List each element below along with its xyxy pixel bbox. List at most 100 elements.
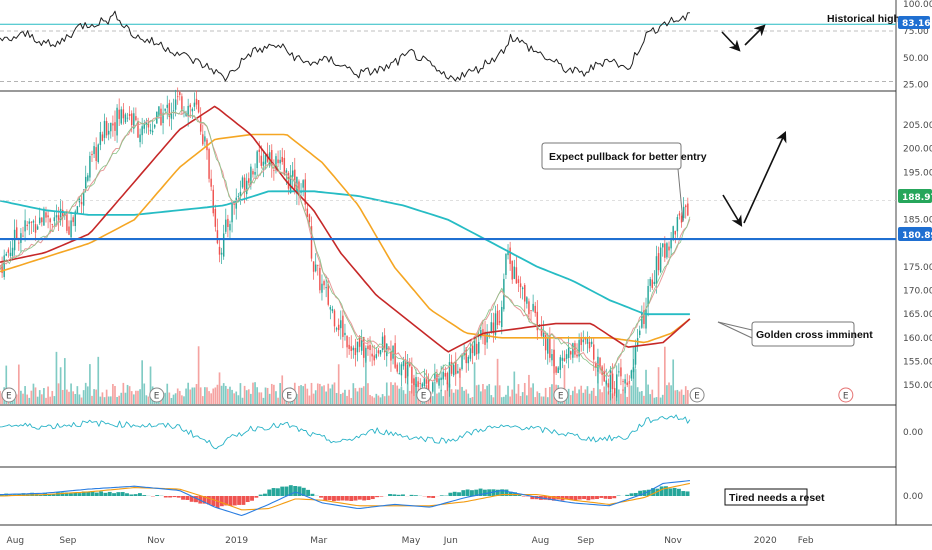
candle-body <box>613 388 616 394</box>
candle-body <box>651 279 654 288</box>
candle-body <box>634 346 637 365</box>
volume-bar <box>528 374 530 404</box>
volume-bar <box>488 384 491 404</box>
golden-cross-pointer-a <box>717 321 753 331</box>
volume-bar <box>471 396 474 404</box>
macd-histogram-bar <box>573 496 578 501</box>
candle-body <box>547 338 549 354</box>
volume-bar <box>319 383 321 404</box>
volume-bar <box>306 388 309 404</box>
price-axis-tick: 200.00 <box>903 145 932 155</box>
candle-body <box>344 332 346 336</box>
candle-body <box>549 335 551 358</box>
volume-bar <box>383 396 386 404</box>
tired-callout-box <box>724 488 808 506</box>
volume-bar <box>507 385 509 404</box>
candle-body <box>38 217 41 224</box>
volume-bar <box>112 384 114 404</box>
candle-body <box>241 177 244 188</box>
volume-bar <box>415 383 417 404</box>
volume-bar <box>220 385 223 404</box>
candle-body <box>457 370 459 374</box>
volume-bar <box>126 384 129 404</box>
macd-histogram-bar <box>569 496 574 500</box>
candle-body <box>229 224 231 231</box>
macd-histogram-bar <box>439 495 444 496</box>
volume-bar <box>68 391 70 404</box>
volume-bar <box>553 349 555 404</box>
earnings-marker <box>149 387 165 403</box>
volume-bar <box>273 384 275 404</box>
candle-body <box>245 180 248 195</box>
macd-histogram-bar <box>125 493 129 496</box>
volume-bar <box>649 394 652 404</box>
volume-bar <box>367 383 369 404</box>
volume-bar <box>101 392 104 404</box>
indicator-lines <box>0 10 691 517</box>
volume-bar <box>335 392 338 404</box>
rsi-axis-tick: 75.00 <box>903 27 929 37</box>
candle-body <box>187 105 189 117</box>
volume-bar <box>214 387 217 404</box>
candle-body <box>484 331 486 345</box>
candle-body <box>181 96 183 112</box>
volume-bar <box>674 390 677 404</box>
ma-orange-line <box>0 133 691 344</box>
candle-body <box>668 246 670 251</box>
earnings-marker <box>838 387 854 403</box>
candle-body <box>643 310 645 325</box>
volume-bar <box>222 383 225 404</box>
candle-body <box>273 170 275 172</box>
macd-histogram-bar <box>612 496 617 499</box>
volume-bar <box>191 387 194 404</box>
candle-body <box>89 155 91 178</box>
candle-body <box>413 378 415 386</box>
candle-body <box>452 364 455 376</box>
rsi-axis-tick: 50.00 <box>903 54 929 64</box>
price-axis-tick: 165.00 <box>903 310 932 320</box>
volume-bar <box>540 396 543 404</box>
volume-bar <box>229 386 231 404</box>
candle-body <box>26 224 28 227</box>
volume-bar <box>390 382 392 404</box>
candle-body <box>120 109 122 124</box>
candle-body <box>672 226 674 239</box>
candle-body <box>319 267 321 291</box>
candle-body <box>411 366 413 384</box>
candle-body <box>653 281 656 284</box>
price-labels: 83.16 188.97 180.89 <box>898 16 932 241</box>
macd-histogram-bar <box>211 496 216 507</box>
volume-bar <box>379 397 382 404</box>
candle-body <box>377 350 380 354</box>
price-axis-tick: 195.00 <box>903 168 932 178</box>
volume-bar <box>124 392 127 404</box>
candle-body <box>490 322 493 333</box>
volume-bar <box>659 397 662 404</box>
earnings-marker-label: E <box>421 392 427 402</box>
volume-bar <box>34 387 37 404</box>
volume-bar <box>237 395 240 404</box>
candle-body <box>383 335 386 353</box>
candle-body <box>101 134 104 141</box>
macd-histogram-bar <box>258 494 263 496</box>
candle-body <box>528 301 530 315</box>
macd-histogram-bar <box>340 496 345 501</box>
volume-bar <box>576 393 578 404</box>
volume-bar <box>467 393 470 404</box>
macd-line <box>0 480 690 517</box>
macd-histogram-bar <box>353 496 358 501</box>
candle-body <box>674 230 677 235</box>
volume-bar <box>57 383 60 404</box>
macd-histogram-bar <box>47 494 52 496</box>
macd-signal-line <box>0 482 691 511</box>
candle-body <box>649 278 651 286</box>
volume-bar <box>314 390 317 404</box>
volume-bar <box>89 364 91 404</box>
candle-body <box>49 218 51 223</box>
macd-histogram-bar <box>194 496 198 503</box>
macd-histogram-bar <box>142 495 147 496</box>
macd-histogram-bar <box>349 496 354 501</box>
macd-histogram-bar <box>664 486 668 496</box>
